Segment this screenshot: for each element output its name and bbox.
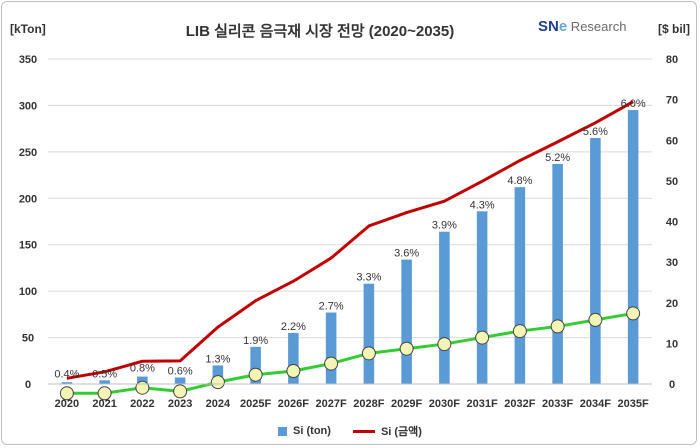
- right-tick-label: 0: [669, 379, 675, 391]
- share-data-label: 0.5%: [92, 368, 117, 380]
- share-marker: [59, 386, 74, 401]
- bar-si-ton: [212, 365, 224, 384]
- share-data-label: 3.9%: [432, 220, 457, 232]
- right-tick-label: 60: [666, 135, 678, 147]
- legend-swatch-line: [352, 429, 375, 433]
- share-marker: [512, 324, 527, 339]
- share-data-label: 3.6%: [394, 248, 419, 260]
- x-tick-label: 2033F: [542, 398, 573, 410]
- right-tick-label: 50: [666, 176, 678, 188]
- share-marker: [324, 356, 339, 371]
- x-tick-label: 2029F: [391, 398, 422, 410]
- legend-item-si-ton: Si (ton): [278, 423, 331, 439]
- left-tick-label: 0: [25, 379, 31, 391]
- share-marker: [97, 386, 112, 401]
- bar-si-ton: [61, 382, 73, 384]
- x-tick-label: 2025F: [240, 398, 271, 410]
- share-marker: [626, 306, 641, 321]
- share-data-label: 4.8%: [507, 175, 532, 187]
- share-marker: [286, 364, 301, 378]
- x-tick-label: 2027F: [316, 398, 347, 410]
- right-tick-label: 40: [666, 217, 678, 229]
- bar-si-ton: [401, 259, 412, 384]
- bar-si-ton: [552, 163, 563, 384]
- share-data-label: 1.9%: [243, 335, 268, 347]
- left-tick-label: 200: [19, 193, 37, 205]
- left-axis-unit: [kTon]: [10, 22, 46, 36]
- bar-si-ton: [250, 346, 261, 384]
- right-tick-label: 70: [666, 95, 678, 107]
- x-tick-label: 2031F: [467, 398, 498, 410]
- bar-si-ton: [137, 376, 148, 384]
- share-data-label: 0.8%: [130, 363, 155, 375]
- left-tick-label: 150: [19, 240, 37, 252]
- chart-legend: Si (ton) Si (금액): [0, 423, 700, 439]
- bar-si-ton: [174, 377, 186, 384]
- x-tick-label: 2034F: [580, 398, 611, 410]
- share-marker: [588, 312, 603, 327]
- right-tick-label: 80: [666, 54, 678, 66]
- share-data-label: 0.4%: [54, 368, 79, 380]
- bar-si-ton: [476, 211, 488, 384]
- share-marker: [399, 341, 414, 356]
- bar-si-ton: [363, 283, 375, 384]
- left-tick-label: 100: [19, 286, 37, 298]
- line-si-share: [66, 311, 634, 395]
- x-tick-label: 2032F: [504, 398, 535, 410]
- right-tick-label: 10: [666, 338, 678, 350]
- share-marker: [135, 380, 150, 395]
- sne-research-logo: SNe Research: [538, 18, 627, 35]
- x-tick-label: 2023: [168, 398, 192, 410]
- share-data-label: 5.6%: [583, 126, 608, 138]
- right-tick-label: 20: [666, 298, 678, 310]
- share-marker: [173, 384, 188, 399]
- right-axis-unit: [$ bil]: [658, 22, 690, 36]
- x-tick-label: 2026F: [278, 398, 309, 410]
- right-tick-label: 30: [666, 257, 678, 269]
- left-tick-label: 250: [19, 147, 37, 159]
- share-data-label: 0.6%: [168, 366, 193, 378]
- share-data-label: 4.3%: [470, 199, 495, 211]
- share-data-label: 2.2%: [281, 321, 306, 333]
- share-data-label: 1.3%: [205, 353, 230, 365]
- share-data-label: 2.7%: [319, 301, 344, 313]
- share-data-label: 6.0%: [621, 98, 646, 110]
- share-marker: [361, 346, 376, 361]
- legend-item-si-value: Si (금액): [352, 423, 422, 439]
- share-data-label: 5.2%: [545, 152, 570, 164]
- share-data-label: 3.3%: [356, 272, 381, 284]
- bar-si-ton: [325, 312, 337, 384]
- left-tick-label: 50: [22, 333, 34, 345]
- left-tick-label: 350: [19, 54, 37, 66]
- bar-si-ton: [627, 110, 639, 385]
- left-tick-label: 300: [19, 100, 37, 112]
- x-tick-label: 2028F: [353, 398, 384, 410]
- x-tick-label: 2024: [206, 398, 231, 410]
- share-marker: [210, 375, 225, 390]
- x-tick-label: 2022: [130, 398, 154, 410]
- bar-si-ton: [99, 380, 110, 384]
- bar-si-ton: [514, 187, 526, 384]
- x-tick-label: 2035F: [618, 398, 649, 410]
- share-marker: [437, 337, 452, 352]
- line-si-value: [66, 100, 634, 380]
- x-tick-label: 2020: [55, 398, 79, 410]
- x-tick-label: 2030F: [429, 398, 460, 410]
- bar-si-ton: [439, 231, 450, 384]
- bar-si-ton: [590, 137, 601, 384]
- bar-si-ton: [288, 332, 299, 384]
- share-marker: [475, 330, 490, 345]
- legend-swatch-bar: [278, 426, 288, 436]
- chart-title: LIB 실리콘 음극재 시장 전망 (2020~2035): [185, 23, 455, 40]
- share-marker: [550, 319, 565, 334]
- share-marker: [248, 367, 263, 382]
- x-tick-label: 2021: [92, 398, 116, 410]
